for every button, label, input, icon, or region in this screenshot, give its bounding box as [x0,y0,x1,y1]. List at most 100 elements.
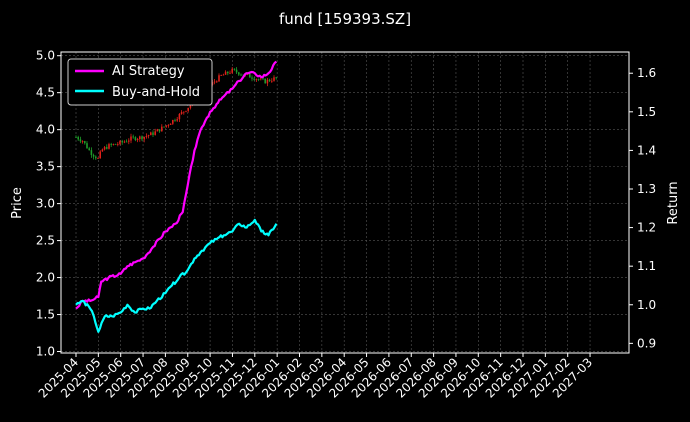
candle-body [240,74,242,76]
candle-body [95,156,97,159]
candle-body [141,136,143,140]
candle-body [150,132,152,136]
y2-tick-label: 1.2 [637,221,656,235]
candle-body [238,72,240,75]
candle-body [108,144,110,149]
left-y-axis: 1.0 1.5 2.0 2.5 3.0 3.5 4.0 4.5 5.0 [36,49,61,359]
candle-body [92,154,95,157]
legend-label-ai-strategy: AI Strategy [112,64,185,79]
legend: AI Strategy Buy-and-Hold [67,58,213,106]
candle-body [106,147,108,149]
y2-tick-label: 1.6 [637,66,656,80]
candle-body [233,68,236,70]
candle-body [163,126,165,128]
candle-body [169,123,172,125]
y2-tick-label: 1.5 [637,105,656,119]
candle-body [216,81,218,83]
candle-body [125,141,128,143]
y-tick-label: 3.0 [36,197,55,211]
candle-body [213,81,216,83]
candle-body [136,138,139,141]
candle-body [147,135,150,137]
candle-body [112,144,115,145]
candle-body [97,158,99,159]
candle-body [275,77,277,79]
candle-body [101,149,104,152]
y2-tick-label: 1.4 [637,143,656,157]
candle-body [189,104,192,108]
right-y-axis: 0.9 1.0 1.1 1.2 1.3 1.4 1.5 1.6 [629,66,656,350]
candle-body [161,126,163,132]
candle-body [178,113,181,120]
candle-body [90,150,93,155]
candle-body [117,144,119,145]
y-tick-label: 5.0 [36,49,55,63]
candle-body [143,136,145,140]
candle-body [110,144,112,145]
candle-body [156,129,159,132]
candle-body [235,69,238,73]
candle-body [262,78,264,80]
candle-body [224,71,227,75]
candle-body [268,79,271,82]
candle-body [103,147,106,150]
candle-body [218,75,220,82]
candle-body [121,141,123,143]
candle-body [158,129,161,132]
candle-body [260,78,262,80]
candle-body [222,74,225,76]
candle-body [130,136,132,141]
candle-body [176,119,178,121]
x-axis: 2025-042025-052025-062025-072025-082025-… [36,353,595,401]
candle-body [79,139,82,142]
candle-body [119,141,121,145]
grid-lines [61,52,629,353]
candle-body [242,74,244,76]
candle-body [220,75,222,76]
candle-body [187,107,189,111]
buy-and-hold-line [75,218,278,333]
candle-body [251,77,253,79]
candle-body [154,131,156,135]
y-tick-label: 1.0 [36,345,55,359]
candle-body [273,77,275,81]
y2-tick-label: 1.0 [637,298,656,312]
candle-body [123,141,126,143]
candle-body [114,144,117,145]
candle-body [128,140,130,142]
candle-body [81,141,84,142]
candle-body [231,68,233,73]
candle-body [134,137,137,141]
candle-body [264,78,266,84]
candle-body [266,79,269,84]
candle-body [183,111,185,113]
candle-body [165,125,167,127]
candle-body [185,110,187,112]
y-tick-label: 1.5 [36,308,55,322]
candle-body [227,71,229,74]
candle-body [86,143,88,149]
y2-tick-label: 1.1 [637,259,656,273]
candle-body [88,148,90,151]
candle-body [132,136,134,138]
candle-body [255,79,258,80]
y2-tick-label: 0.9 [637,336,656,350]
y-axis-label: Price [10,187,25,219]
candle-body [253,78,255,80]
chart-title: fund [159393.SZ] [279,10,411,28]
candle-body [77,137,79,140]
candle-body [174,119,176,121]
candle-body [75,137,77,138]
candle-body [145,136,148,137]
y-tick-label: 4.5 [36,86,55,100]
candle-body [152,132,154,135]
y-tick-label: 4.0 [36,123,55,137]
candle-body [257,79,260,80]
candle-body [139,136,141,139]
candle-body [84,141,86,144]
y2-axis-label: Return [666,181,681,224]
y2-tick-label: 1.3 [637,182,656,196]
y-tick-label: 2.0 [36,271,55,285]
line-series [75,60,278,333]
